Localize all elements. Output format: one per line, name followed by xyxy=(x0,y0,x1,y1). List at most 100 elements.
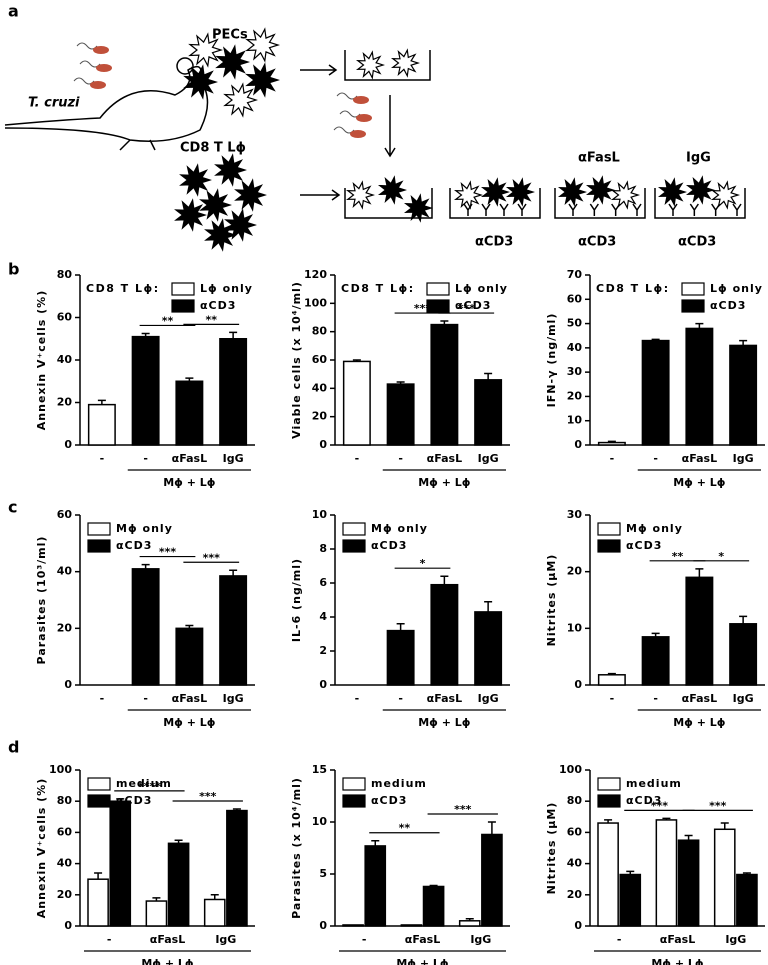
y-tick-label: 20 xyxy=(312,410,328,423)
bar xyxy=(597,674,626,686)
y-tick-label: 60 xyxy=(312,353,328,366)
y-tick-label: 0 xyxy=(574,919,582,932)
bar xyxy=(219,338,248,446)
bar xyxy=(685,576,714,686)
parasite xyxy=(356,114,372,122)
y-tick-label: 30 xyxy=(567,508,583,521)
cell xyxy=(214,153,247,187)
y-tick-label: 100 xyxy=(304,296,327,309)
legend-swatch xyxy=(171,282,195,296)
legend-label: Lϕ only xyxy=(200,282,253,295)
x-tick-label: IgG xyxy=(470,933,491,946)
cell xyxy=(204,218,237,252)
significance-label: ** xyxy=(399,822,411,835)
well xyxy=(654,188,746,219)
y-tick-label: 0 xyxy=(574,438,582,451)
y-tick-label: 6 xyxy=(319,576,327,589)
cell xyxy=(710,180,740,210)
legend-swatch xyxy=(342,522,366,536)
error-bar xyxy=(739,615,748,624)
x-tick-label: IgG xyxy=(223,452,244,465)
x-tick-label: - xyxy=(653,692,658,705)
error-bar xyxy=(141,332,150,337)
error-bar xyxy=(695,322,704,329)
bar xyxy=(167,842,190,927)
bar xyxy=(619,873,642,927)
y-tick-label: 0 xyxy=(64,678,72,691)
significance-label: *** xyxy=(651,799,669,812)
y-tick-label: 10 xyxy=(312,508,328,521)
x-tick-label: - xyxy=(610,452,615,465)
group-label: Mϕ + Lϕ xyxy=(163,716,216,729)
bar xyxy=(175,627,204,686)
error-bar xyxy=(229,569,238,576)
y-axis-label: IFN-γ (ng/ml) xyxy=(545,313,558,408)
legend-label: αCD3 xyxy=(200,299,236,312)
bar xyxy=(597,441,626,446)
parasite-label: T. cruzi xyxy=(28,96,80,111)
y-tick-label: 0 xyxy=(574,678,582,691)
bar xyxy=(655,819,678,927)
x-tick-label: - xyxy=(398,692,403,705)
error-bar xyxy=(484,600,493,612)
x-tick-label: IgG xyxy=(733,692,754,705)
arrow xyxy=(300,64,338,76)
cell xyxy=(224,208,257,242)
error-bar xyxy=(440,320,449,325)
error-bar xyxy=(396,381,405,385)
bar xyxy=(736,873,758,927)
bar xyxy=(131,335,160,446)
bar xyxy=(677,839,700,927)
error-bar xyxy=(440,575,449,585)
legend-title: CD8 T Lϕ: xyxy=(86,282,160,295)
x-tick-label: - xyxy=(653,452,658,465)
panel-label: a xyxy=(8,2,19,21)
bar xyxy=(226,809,248,927)
error-bar xyxy=(739,339,748,346)
error-bar xyxy=(116,798,125,802)
legend-swatch xyxy=(597,777,621,791)
mouse-ear xyxy=(176,57,194,75)
bar xyxy=(597,822,619,927)
x-tick-label: - xyxy=(100,692,105,705)
legend-swatch xyxy=(681,282,705,296)
x-tick-label: αFasL xyxy=(427,452,462,465)
legend-swatch xyxy=(87,794,111,808)
error-bar xyxy=(651,338,660,341)
x-tick-label: IgG xyxy=(223,692,244,705)
y-tick-label: 60 xyxy=(57,825,73,838)
diagram xyxy=(4,50,746,219)
y-axis-label: Parasites (10³/ml) xyxy=(35,536,48,665)
legend-label: medium xyxy=(371,777,427,790)
y-tick-label: 120 xyxy=(304,268,327,281)
y-axis-label: Viable cells (x 10⁴/ml) xyxy=(290,281,303,439)
bar xyxy=(131,568,160,686)
legend-label: αCD3 xyxy=(710,299,746,312)
legend-title: CD8 T Lϕ: xyxy=(596,282,670,295)
cell xyxy=(610,180,640,210)
well xyxy=(449,188,541,219)
legend-swatch xyxy=(87,522,111,536)
legend-label: αCD3 xyxy=(626,539,662,552)
group-label: Mϕ + Lϕ xyxy=(163,476,216,489)
y-tick-label: 10 xyxy=(567,414,583,427)
parasite xyxy=(90,81,106,89)
x-tick-label: - xyxy=(355,692,360,705)
y-tick-label: 40 xyxy=(567,341,583,354)
y-tick-label: 80 xyxy=(57,268,73,281)
y-tick-label: 60 xyxy=(567,825,583,838)
bar xyxy=(87,403,116,446)
y-tick-label: 50 xyxy=(567,317,583,330)
bar xyxy=(641,339,670,446)
antibody xyxy=(517,203,527,216)
group-label: Mϕ + Lϕ xyxy=(141,957,194,965)
parasite xyxy=(350,130,366,138)
cell xyxy=(355,50,385,80)
legend-swatch xyxy=(342,539,366,553)
y-tick-label: 60 xyxy=(57,311,73,324)
significance-label: ** xyxy=(205,313,217,326)
significance-label: *** xyxy=(709,799,727,812)
fasl-label: αFasL xyxy=(578,151,620,166)
x-tick-label: - xyxy=(398,452,403,465)
y-tick-label: 40 xyxy=(57,565,73,578)
